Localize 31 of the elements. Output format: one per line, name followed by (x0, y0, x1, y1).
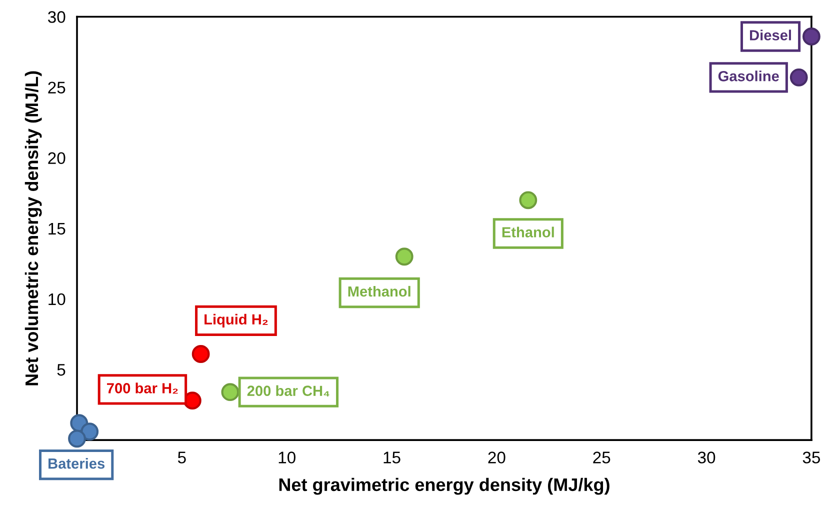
x-tick-label: 25 (593, 452, 610, 464)
y-tick-label: 25 (48, 82, 66, 94)
point (790, 68, 808, 86)
series-label: Gasoline (718, 70, 779, 82)
y-tick-label: 5 (57, 364, 66, 376)
x-tick-label: 15 (384, 452, 400, 464)
x-axis-title: Net gravimetric energy density (MJ/kg) (279, 478, 610, 495)
series-label: Diesel (750, 30, 791, 40)
x-tick-label: 5 (178, 452, 186, 464)
point (395, 248, 414, 266)
series-label: Bateries (48, 458, 105, 469)
point (802, 28, 820, 46)
y-tick-label: 30 (48, 11, 66, 23)
series-label: Methanol (348, 286, 410, 297)
series-label: 700 bar H₂ (107, 382, 178, 394)
series-label: 200 bar CH₄ (247, 385, 330, 396)
point (80, 422, 99, 441)
series-label: Liquid H₂ (204, 314, 268, 328)
x-tick-label: 20 (488, 452, 506, 464)
x-tick-label: 10 (278, 452, 296, 464)
series-label: Ethanol (502, 226, 554, 238)
point (519, 191, 538, 210)
y-tick-label: 10 (48, 293, 66, 306)
x-tick-label: 35 (802, 452, 820, 464)
point (192, 345, 210, 363)
y-tick-label: 15 (48, 222, 66, 235)
y-tick-label: 20 (48, 152, 66, 164)
point (68, 430, 86, 448)
y-axis-title: Net volumetric energy density (MJ/L) (24, 71, 42, 386)
x-tick-label: 30 (698, 452, 716, 464)
point (221, 383, 240, 402)
